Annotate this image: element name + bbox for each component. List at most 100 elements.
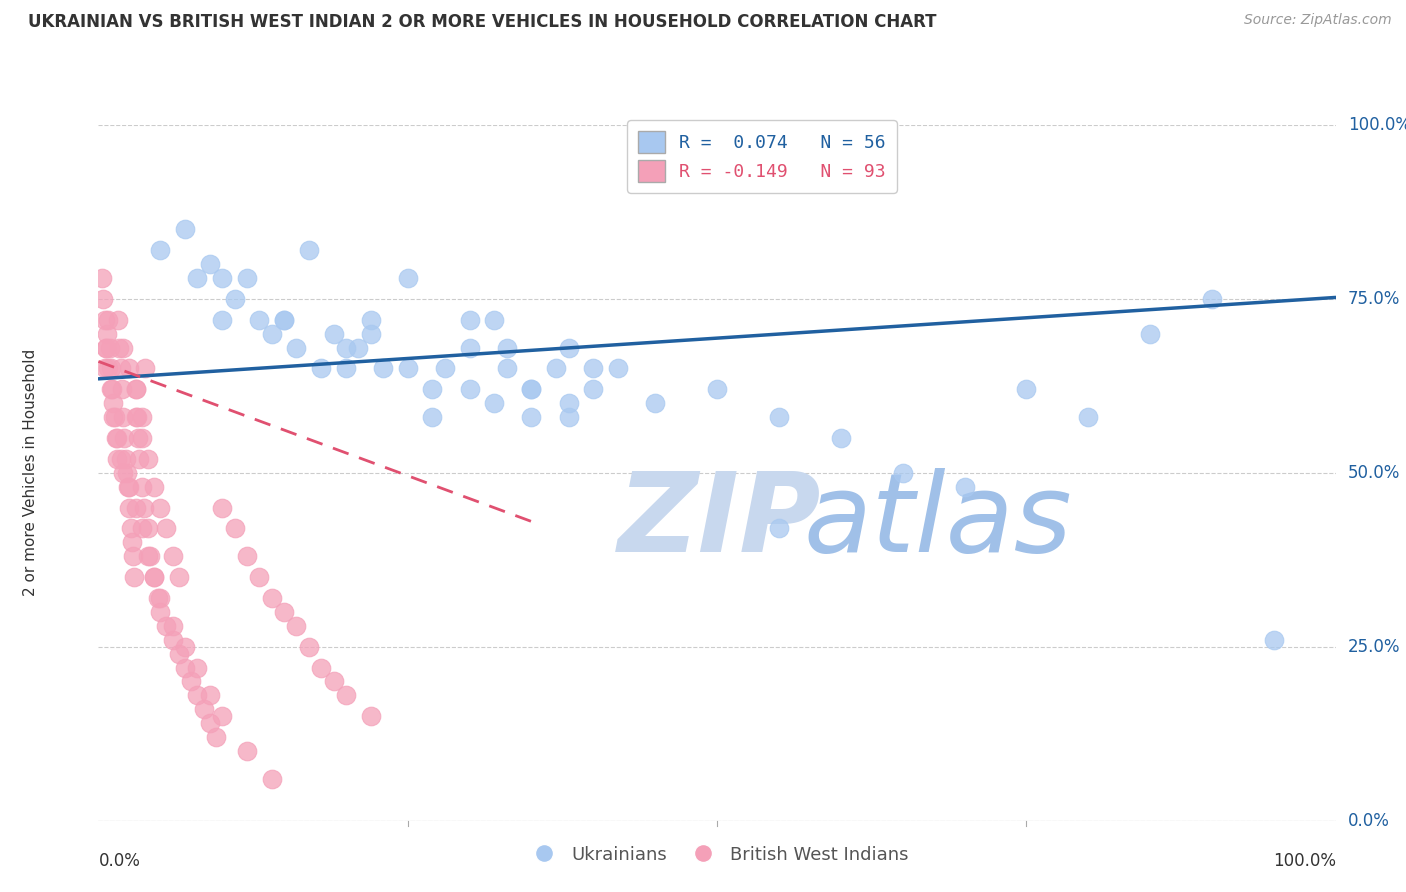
Point: [118, 361, 141, 376]
Point: [520, 382, 543, 396]
Point: [96, 326, 118, 341]
Point: [1263, 632, 1285, 647]
Point: [112, 410, 135, 425]
Point: [458, 341, 481, 355]
Point: [193, 702, 215, 716]
Point: [167, 570, 190, 584]
Text: 2 or more Vehicles in Household: 2 or more Vehicles in Household: [22, 349, 38, 597]
Point: [100, 361, 122, 376]
Text: atlas: atlas: [804, 468, 1073, 575]
Point: [607, 361, 630, 376]
Point: [360, 709, 382, 723]
Point: [236, 549, 259, 564]
Point: [433, 361, 456, 376]
Point: [198, 689, 221, 703]
Point: [127, 431, 149, 445]
Point: [115, 466, 138, 480]
Point: [112, 466, 135, 480]
Point: [134, 500, 156, 515]
Text: 0.0%: 0.0%: [98, 852, 141, 870]
Point: [149, 605, 172, 619]
Point: [143, 480, 166, 494]
Point: [236, 744, 259, 758]
Point: [644, 396, 666, 410]
Point: [891, 466, 914, 480]
Point: [93, 292, 115, 306]
Point: [167, 647, 190, 661]
Point: [546, 361, 568, 376]
Point: [110, 361, 132, 376]
Point: [273, 312, 295, 326]
Point: [103, 410, 125, 425]
Point: [103, 410, 125, 425]
Point: [143, 570, 166, 584]
Point: [458, 382, 481, 396]
Point: [128, 451, 150, 466]
Point: [557, 410, 579, 425]
Point: [298, 243, 321, 257]
Point: [768, 521, 790, 535]
Point: [335, 689, 357, 703]
Point: [146, 591, 169, 605]
Point: [107, 312, 129, 326]
Point: [322, 326, 344, 341]
Point: [360, 326, 382, 341]
Point: [309, 660, 332, 674]
Point: [121, 535, 143, 549]
Point: [105, 431, 128, 445]
Point: [1015, 382, 1038, 396]
Point: [122, 549, 145, 564]
Text: UKRAINIAN VS BRITISH WEST INDIAN 2 OR MORE VEHICLES IN HOUSEHOLD CORRELATION CHA: UKRAINIAN VS BRITISH WEST INDIAN 2 OR MO…: [28, 13, 936, 31]
Point: [1201, 292, 1223, 306]
Point: [93, 312, 115, 326]
Point: [180, 674, 202, 689]
Point: [124, 382, 146, 396]
Point: [273, 605, 295, 619]
Point: [131, 431, 153, 445]
Point: [706, 382, 728, 396]
Point: [582, 361, 605, 376]
Point: [422, 382, 444, 396]
Point: [484, 312, 506, 326]
Point: [322, 674, 344, 689]
Point: [139, 549, 162, 564]
Point: [520, 410, 543, 425]
Point: [211, 500, 233, 515]
Point: [136, 521, 159, 535]
Point: [131, 480, 153, 494]
Point: [335, 361, 357, 376]
Point: [557, 396, 579, 410]
Point: [273, 312, 295, 326]
Text: 75.0%: 75.0%: [1348, 290, 1400, 308]
Point: [149, 500, 172, 515]
Point: [211, 271, 233, 285]
Point: [131, 410, 153, 425]
Point: [224, 292, 246, 306]
Point: [162, 619, 184, 633]
Point: [211, 312, 233, 326]
Point: [143, 570, 166, 584]
Point: [495, 361, 517, 376]
Point: [118, 500, 141, 515]
Legend: Ukrainians, British West Indians: Ukrainians, British West Indians: [519, 838, 915, 871]
Point: [260, 591, 283, 605]
Point: [484, 396, 506, 410]
Text: 100.0%: 100.0%: [1272, 852, 1336, 870]
Point: [224, 521, 246, 535]
Point: [118, 480, 141, 494]
Point: [108, 341, 131, 355]
Point: [124, 500, 146, 515]
Point: [335, 341, 357, 355]
Point: [124, 382, 146, 396]
Point: [1139, 326, 1161, 341]
Point: [94, 341, 117, 355]
Text: Source: ZipAtlas.com: Source: ZipAtlas.com: [1244, 13, 1392, 28]
Point: [100, 382, 122, 396]
Point: [134, 361, 156, 376]
Point: [347, 341, 370, 355]
Point: [768, 410, 790, 425]
Point: [117, 480, 139, 494]
Point: [186, 660, 208, 674]
Point: [174, 222, 197, 236]
Point: [396, 361, 419, 376]
